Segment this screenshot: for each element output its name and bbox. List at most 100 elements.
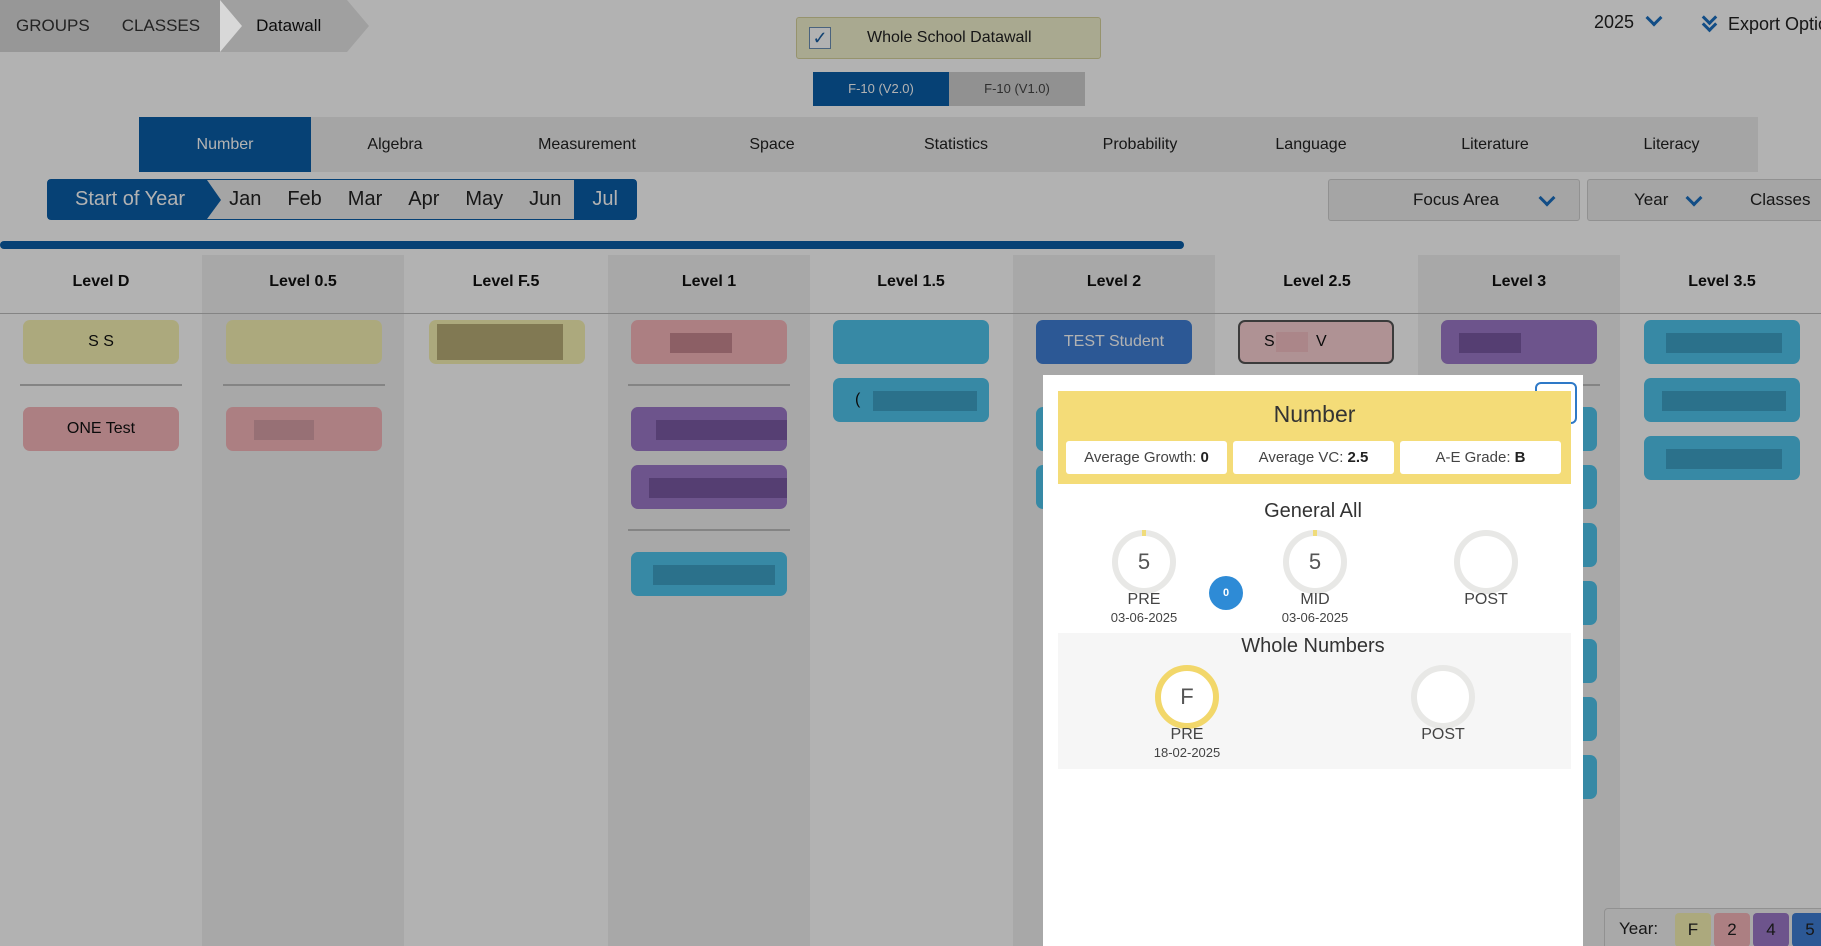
tab-measurement[interactable]: Measurement <box>538 136 636 153</box>
student-name: ( <box>855 391 861 408</box>
year-legend: Year: F 2 4 5 <box>1604 908 1821 946</box>
student-card[interactable] <box>631 552 787 596</box>
curriculum-version-toggle: F-10 (V2.0) F-10 (V1.0) <box>813 72 1085 106</box>
student-card[interactable] <box>1441 320 1597 364</box>
student-card[interactable] <box>1644 320 1800 364</box>
pre-label: PRE <box>1170 726 1204 743</box>
student-card[interactable]: TEST Student <box>1036 320 1192 364</box>
tab-literature[interactable]: Literature <box>1461 136 1529 153</box>
month-feb[interactable]: Feb <box>287 188 322 210</box>
strand-tabs: Number Algebra Measurement Space Statist… <box>139 117 1758 172</box>
stat-value: B <box>1514 449 1526 466</box>
level-column <box>202 255 404 946</box>
year-classes-filter[interactable]: Year Classes <box>1587 179 1821 221</box>
stat-label: A-E Grade: <box>1435 449 1511 466</box>
level-heading: Level 2 <box>1086 273 1142 290</box>
student-card[interactable] <box>833 320 989 364</box>
pre-assessment-ring[interactable]: F <box>1155 665 1219 729</box>
breadcrumb: GROUPS CLASSES Datawall <box>0 0 370 52</box>
student-card[interactable]: ( <box>833 378 989 422</box>
stat-value: 2.5 <box>1347 449 1369 466</box>
progress-tick <box>1142 530 1146 536</box>
mid-label: MID <box>1300 591 1330 608</box>
strand-title: Number <box>1273 401 1356 427</box>
tab-statistics[interactable]: Statistics <box>923 136 988 153</box>
student-card[interactable] <box>631 407 787 451</box>
pre-date: 18-02-2025 <box>1153 745 1221 760</box>
divider <box>628 384 790 386</box>
month-jul[interactable]: Jul <box>574 180 636 219</box>
growth-badge: 0 <box>1209 576 1243 610</box>
level-column <box>608 255 810 946</box>
student-card[interactable] <box>1644 378 1800 422</box>
year-filter-label: Year <box>1634 190 1669 209</box>
month-mar[interactable]: Mar <box>347 188 383 210</box>
curriculum-v2-button[interactable]: F-10 (V2.0) <box>813 72 949 106</box>
tab-literacy[interactable]: Literacy <box>1643 136 1700 153</box>
whole-numbers-title: Whole Numbers <box>1241 635 1385 657</box>
stat-value: 0 <box>1200 449 1209 466</box>
level-heading: Level F.5 <box>472 273 540 290</box>
ae-grade-stat: A-E Grade: B <box>1400 441 1561 474</box>
post-label: POST <box>1421 726 1465 743</box>
curriculum-v1-button[interactable]: F-10 (V1.0) <box>949 72 1085 106</box>
year-select[interactable]: 2025 <box>1594 9 1663 33</box>
year-chip-4[interactable]: 4 <box>1753 913 1789 946</box>
level-heading: Level 3.5 <box>1688 273 1756 290</box>
whole-school-datawall-label: Whole School Datawall <box>867 29 1032 46</box>
time-progress-bar <box>0 241 1184 249</box>
tab-number[interactable]: Number <box>139 117 311 172</box>
month-jan[interactable]: Jan <box>229 188 262 210</box>
year-chip-2[interactable]: 2 <box>1714 913 1750 946</box>
month-start-of-year[interactable]: Start of Year <box>48 180 222 219</box>
student-name-first: S <box>1264 333 1275 350</box>
year-chip-5[interactable]: 5 <box>1792 913 1821 946</box>
tab-algebra[interactable]: Algebra <box>367 136 423 153</box>
student-name-last: V <box>1316 333 1327 350</box>
pre-value: F <box>1180 684 1194 709</box>
pre-value: 5 <box>1137 549 1151 574</box>
selected-student-card[interactable]: S V <box>1238 320 1394 364</box>
month-may[interactable]: May <box>465 188 504 210</box>
level-heading: Level 1.5 <box>877 273 945 290</box>
student-card[interactable] <box>226 407 382 451</box>
month-selector: Start of Year Jan Feb Mar Apr May Jun Ju… <box>47 179 637 220</box>
student-card[interactable]: S S <box>23 320 179 364</box>
post-assessment-ring[interactable] <box>1454 530 1518 594</box>
pre-label: PRE <box>1127 591 1161 608</box>
checkbox-icon[interactable]: ✓ <box>809 27 831 49</box>
student-card[interactable] <box>226 320 382 364</box>
average-growth-stat: Average Growth: 0 <box>1066 441 1227 474</box>
student-card[interactable]: ONE Test <box>23 407 179 451</box>
divider <box>20 384 182 386</box>
focus-area-dropdown[interactable]: Focus Area <box>1328 179 1580 221</box>
pre-assessment-ring[interactable]: 5 <box>1112 530 1176 594</box>
post-assessment-ring[interactable] <box>1411 665 1475 729</box>
tab-space[interactable]: Space <box>749 136 795 153</box>
header-divider <box>0 313 1821 314</box>
export-options-button[interactable]: Export Options <box>1700 9 1821 35</box>
tab-language[interactable]: Language <box>1275 136 1347 153</box>
year-chip-f[interactable]: F <box>1675 913 1711 946</box>
breadcrumb-classes[interactable]: CLASSES <box>105 0 243 52</box>
tab-probability[interactable]: Probability <box>1102 136 1178 153</box>
breadcrumb-groups[interactable]: GROUPS <box>0 0 106 52</box>
month-jun[interactable]: Jun <box>529 188 562 210</box>
whole-school-datawall-toggle[interactable]: ✓ Whole School Datawall <box>796 17 1101 59</box>
average-vc-stat: Average VC: 2.5 <box>1233 441 1394 474</box>
student-card[interactable] <box>631 465 787 509</box>
focus-area-label: Focus Area <box>1413 190 1499 209</box>
student-card[interactable] <box>429 320 585 364</box>
divider <box>223 384 385 386</box>
student-card[interactable] <box>631 320 787 364</box>
stat-label: Average VC: <box>1258 449 1344 466</box>
mid-assessment-ring[interactable]: 5 <box>1283 530 1347 594</box>
level-heading: Level 2.5 <box>1283 273 1351 290</box>
mid-value: 5 <box>1308 549 1322 574</box>
month-apr[interactable]: Apr <box>408 188 440 210</box>
level-heading: Level D <box>72 273 130 290</box>
strand-summary: Number Average Growth: 0 Average VC: 2.5… <box>1058 391 1571 484</box>
student-card[interactable] <box>1644 436 1800 480</box>
divider <box>628 529 790 531</box>
year-select-value: 2025 <box>1594 12 1635 32</box>
